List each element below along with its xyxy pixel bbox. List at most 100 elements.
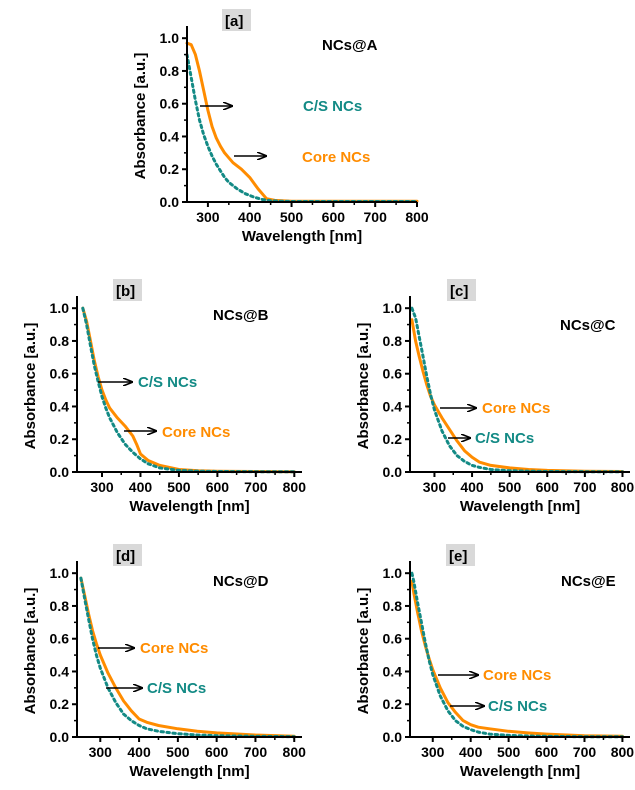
y-tick-label-e: 0.6 [383,631,403,647]
y-tick-label-b: 0.8 [50,333,70,349]
y-axis-title-c: Absorbance [a.u.] [355,323,372,450]
series-line-core-d [79,576,296,738]
x-tick-label-d: 800 [283,744,307,760]
y-axis-title-e: Absorbance [a.u.] [355,588,372,715]
y-tick-label-a: 0.6 [160,96,180,112]
x-tick-label-b: 800 [283,479,307,495]
y-tick-label-b: 0.6 [50,366,70,382]
panel-tag-c: [c] [450,283,468,300]
x-tick-label-e: 400 [459,744,483,760]
x-tick-label-c: 700 [573,479,597,495]
sample-label-e: NCs@E [561,573,616,590]
x-tick-label-e: 800 [611,744,635,760]
y-tick-label-e: 0.0 [383,729,403,745]
y-tick-label-c: 0.6 [383,366,403,382]
panel-tag-bg-b [113,279,142,301]
annotation-label-e: C/S NCs [488,698,547,715]
y-tick-label-b: 0.2 [50,431,70,447]
panel-tag-bg-a [222,9,251,31]
x-axis-title-d: Wavelength [nm] [129,763,249,780]
x-tick-label-e: 600 [535,744,559,760]
annotation-label-a: Core NCs [302,149,370,166]
y-tick-label-c: 1.0 [383,300,403,316]
y-axis-title-b: Absorbance [a.u.] [22,323,39,450]
y-tick-label-d: 0.2 [50,696,70,712]
annotation-label-b: Core NCs [162,424,230,441]
y-tick-label-e: 0.4 [383,663,403,679]
y-tick-label-a: 0.2 [160,161,180,177]
panel-tag-bg-d [113,544,142,566]
x-axis-title-c: Wavelength [nm] [460,498,580,515]
x-axis-title-a: Wavelength [nm] [242,228,362,245]
x-tick-label-b: 700 [244,479,268,495]
sample-label-d: NCs@D [213,573,269,590]
y-tick-label-d: 0.4 [50,663,70,679]
panel-tag-d: [d] [116,548,135,565]
series-line-cs-d [79,576,296,739]
annotation-label-e: Core NCs [483,667,551,684]
annotation-label-c: C/S NCs [475,430,534,447]
sample-label-b: NCs@B [213,307,269,324]
y-tick-label-b: 0.0 [50,464,70,480]
x-tick-label-b: 600 [206,479,230,495]
panel-tag-b: [b] [116,283,135,300]
x-tick-label-d: 700 [244,744,268,760]
panel-tag-a: [a] [225,13,243,30]
x-tick-label-a: 300 [196,209,220,225]
y-tick-label-b: 1.0 [50,300,70,316]
series-line-core-a [185,41,419,203]
panel-tag-bg-c [447,279,476,301]
y-axis-title-a: Absorbance [a.u.] [132,53,149,180]
y-tick-label-c: 0.4 [383,398,403,414]
x-axis-title-b: Wavelength [nm] [129,498,249,515]
x-tick-label-d: 600 [205,744,229,760]
sample-label-c: NCs@C [560,317,616,334]
panel-tag-bg-e [446,544,475,566]
series-line-cs-a [185,53,419,203]
y-tick-label-e: 0.8 [383,598,403,614]
x-tick-label-e: 700 [573,744,597,760]
annotation-label-a: C/S NCs [303,98,362,115]
x-tick-label-d: 300 [89,744,113,760]
y-tick-label-d: 0.0 [50,729,70,745]
y-tick-label-c: 0.2 [383,431,403,447]
y-tick-label-e: 1.0 [383,565,403,581]
y-tick-label-c: 0.0 [383,464,403,480]
x-tick-label-b: 500 [167,479,191,495]
x-tick-label-d: 500 [166,744,190,760]
y-tick-label-c: 0.8 [383,333,403,349]
x-tick-label-e: 300 [421,744,445,760]
y-tick-label-d: 0.8 [50,598,70,614]
y-tick-label-d: 0.6 [50,631,70,647]
y-tick-label-b: 0.4 [50,398,70,414]
panel-tag-e: [e] [449,548,467,565]
y-tick-label-a: 1.0 [160,30,180,46]
x-tick-label-a: 600 [322,209,346,225]
annotation-label-b: C/S NCs [138,374,197,391]
x-tick-label-b: 400 [129,479,153,495]
x-axis-title-e: Wavelength [nm] [460,763,580,780]
x-tick-label-d: 400 [127,744,151,760]
x-tick-label-a: 700 [364,209,388,225]
x-tick-label-a: 400 [238,209,262,225]
y-tick-label-a: 0.4 [160,128,180,144]
x-tick-label-c: 500 [498,479,522,495]
annotation-label-d: C/S NCs [147,680,206,697]
series-line-core-c [410,318,624,473]
sample-label-a: NCs@A [322,37,378,54]
y-tick-label-d: 1.0 [50,565,70,581]
y-tick-label-a: 0.0 [160,194,180,210]
x-tick-label-c: 600 [536,479,560,495]
x-tick-label-a: 500 [280,209,304,225]
y-axis-title-d: Absorbance [a.u.] [22,588,39,715]
x-tick-label-a: 800 [405,209,429,225]
y-tick-label-a: 0.8 [160,63,180,79]
y-tick-label-e: 0.2 [383,696,403,712]
x-tick-label-b: 300 [90,479,114,495]
x-tick-label-c: 800 [611,479,635,495]
x-tick-label-e: 500 [497,744,521,760]
annotation-label-c: Core NCs [482,400,550,417]
annotation-label-d: Core NCs [140,640,208,657]
x-tick-label-c: 300 [423,479,447,495]
